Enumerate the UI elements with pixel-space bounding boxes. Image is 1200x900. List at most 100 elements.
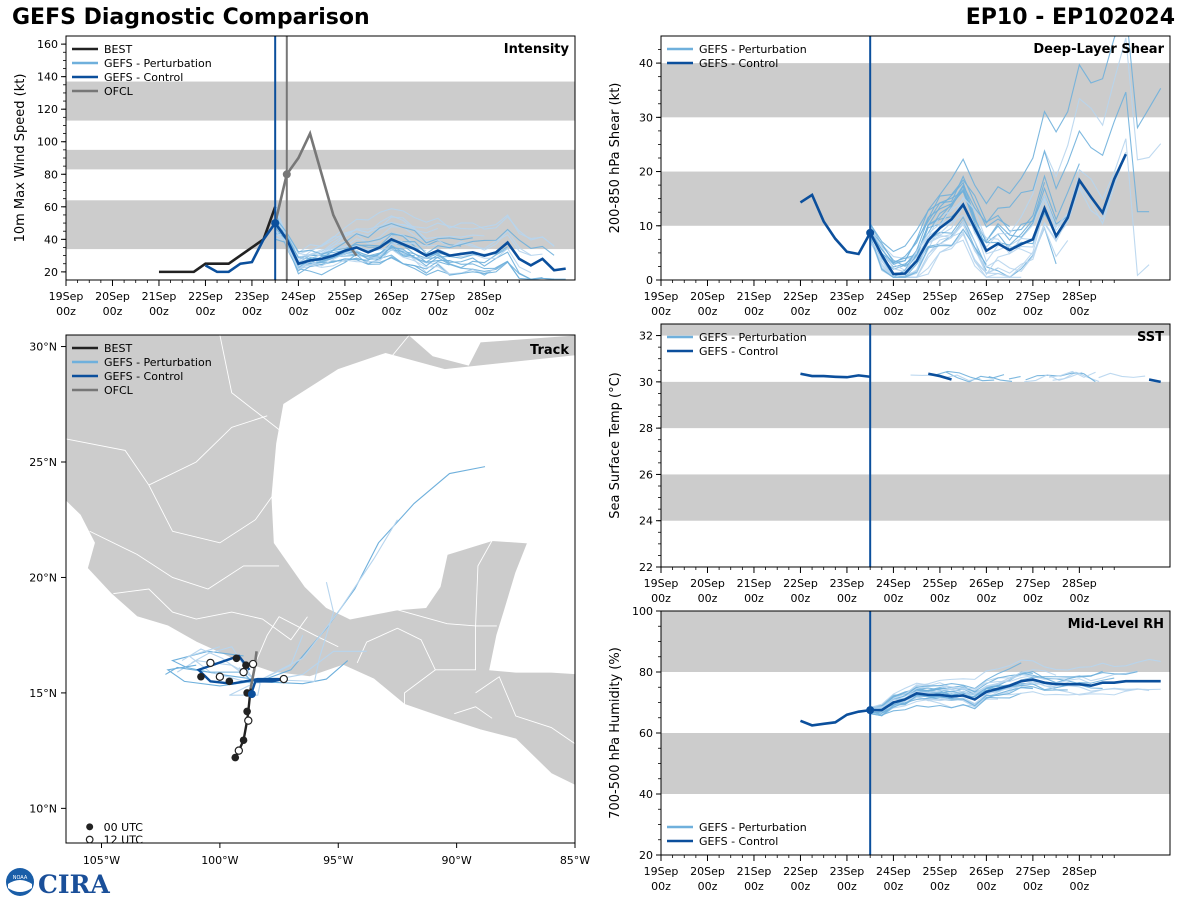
legend-label: BEST (104, 43, 132, 56)
track-point-00utc (243, 707, 251, 716)
lat-tick-label: 20°N (29, 571, 57, 584)
land-island (575, 524, 584, 536)
ofcl-init-point (282, 170, 291, 179)
x-tick-label: 24Sep (876, 577, 911, 590)
x-tick-label: 27Sep (1016, 290, 1051, 303)
rh-series (799, 658, 1161, 727)
perturbation-line (869, 152, 1127, 273)
x-tick-label: 00z (884, 880, 904, 893)
x-tick-label: 00z (698, 305, 718, 318)
x-tick-label: 00z (976, 592, 996, 605)
x-tick-label: 00z (791, 880, 811, 893)
legend-label: GEFS - Control (699, 345, 778, 358)
x-tick-label: 00z (930, 305, 950, 318)
perturbation-line (869, 163, 1080, 279)
x-tick-label: 00z (698, 880, 718, 893)
x-tick-label: 26Sep (969, 865, 1004, 878)
track-point-12utc (234, 746, 244, 755)
perturbation-line (1024, 371, 1083, 383)
y-tick-label: 24 (639, 515, 653, 528)
control-line (928, 372, 952, 381)
perturbation-line (869, 228, 987, 278)
x-tick-label: 25Sep (923, 865, 958, 878)
x-tick-label: 00z (791, 305, 811, 318)
lat-tick-label: 30°N (29, 341, 57, 354)
control-line (204, 220, 566, 274)
x-tick-label: 00z (1023, 305, 1043, 318)
map-frame (65, 334, 576, 844)
legend-label: GEFS - Control (104, 370, 183, 383)
x-tick-label: 00z (744, 592, 764, 605)
x-tick-label: 20Sep (690, 290, 725, 303)
y-tick-label: 40 (44, 233, 58, 246)
y-tick-label: 160 (37, 38, 58, 51)
x-tick-label: 22Sep (188, 290, 223, 303)
perturbation-line (870, 669, 1057, 709)
x-tick-label: 00z (381, 305, 401, 318)
perturbation-line (869, 182, 1046, 267)
control-init-point (866, 228, 875, 237)
perturbation-line (869, 214, 1069, 272)
x-tick-label: 23Sep (830, 290, 865, 303)
y-tick-label: 30 (639, 111, 653, 124)
x-tick-label: 24Sep (876, 865, 911, 878)
x-tick-label: 00z (930, 880, 950, 893)
track-point-12utc (206, 658, 215, 668)
state-border (475, 676, 575, 745)
x-tick-label: 00z (196, 305, 216, 318)
y-tick-label: 22 (639, 561, 653, 574)
control-line (799, 153, 1128, 276)
state-border (113, 588, 308, 641)
x-tick-label: 19Sep (644, 865, 679, 878)
legend-00utc-label: 00 UTC (104, 821, 144, 834)
x-tick-label: 00z (149, 305, 169, 318)
threshold-band (66, 149, 575, 170)
x-tick-label: 00z (976, 880, 996, 893)
control-init-point (271, 219, 280, 228)
x-tick-label: 26Sep (374, 290, 409, 303)
perturbation-line (945, 371, 1005, 383)
perturbation-track (191, 646, 254, 680)
state-border (219, 335, 292, 440)
y-tick-label: 28 (639, 422, 653, 435)
axes-frame (660, 323, 1171, 568)
cira-text: CIRA (38, 870, 110, 898)
lon-tick-label: 100°W (201, 854, 238, 867)
x-tick-label: 00z (698, 592, 718, 605)
x-tick-label: 27Sep (421, 290, 456, 303)
storm-id: EP10 - EP102024 (965, 5, 1175, 30)
legend-label: OFCL (104, 384, 134, 397)
land-mainland (66, 335, 575, 786)
panel-title: SST (1137, 330, 1164, 345)
lat-tick-label: 25°N (29, 456, 57, 469)
state-border (435, 625, 497, 671)
page-title: GEFS Diagnostic Comparison (12, 5, 370, 30)
x-tick-label: 00z (1023, 880, 1043, 893)
x-tick-label: 28Sep (467, 290, 502, 303)
track-point-00utc (239, 736, 248, 745)
x-tick-label: 00z (103, 305, 123, 318)
y-tick-label: 20 (44, 266, 58, 279)
state-border (314, 335, 410, 417)
y-tick-label: 20 (639, 849, 653, 862)
perturbation-track (252, 519, 398, 685)
x-tick-label: 00z (1069, 305, 1089, 318)
y-axis-label: 10m Max Wind Speed (kt) (13, 74, 28, 243)
noaa-wave (8, 880, 32, 892)
x-tick-label: 00z (837, 592, 857, 605)
y-tick-label: 26 (639, 468, 653, 481)
x-tick-label: 25Sep (328, 290, 363, 303)
x-tick-label: 00z (744, 880, 764, 893)
x-tick-label: 00z (884, 592, 904, 605)
perturbation-line (274, 214, 555, 262)
x-tick-label: 24Sep (876, 290, 911, 303)
perturbation-line (869, 91, 1150, 264)
track-point-00utc (231, 753, 240, 762)
control-line (1148, 378, 1161, 384)
lon-tick-label: 90°W (441, 854, 471, 867)
ofcl-track (249, 651, 258, 689)
legend-label: GEFS - Control (699, 57, 778, 70)
perturbation-line (274, 223, 508, 267)
perturbation-line (274, 217, 473, 255)
